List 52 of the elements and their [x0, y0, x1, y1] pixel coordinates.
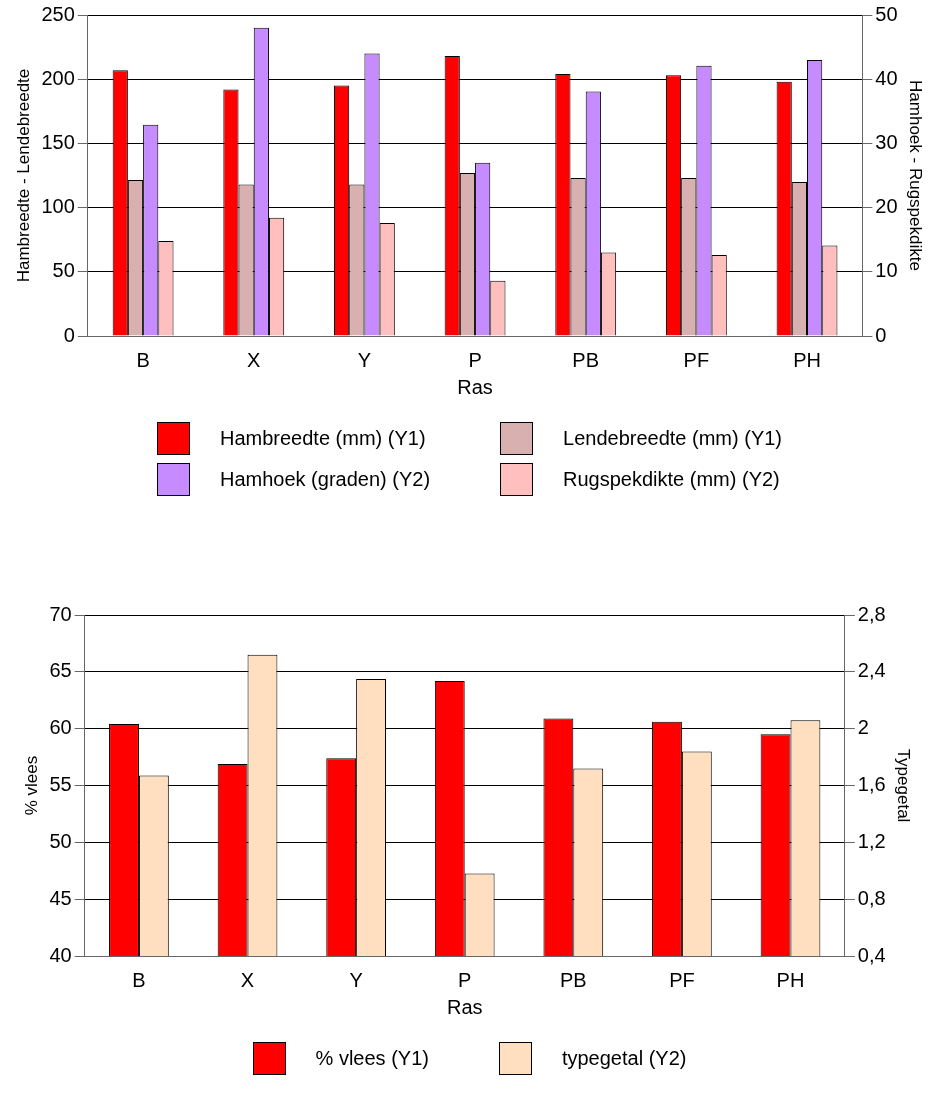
x-tick-label: B — [132, 968, 146, 991]
x-tick-label: Y — [357, 348, 372, 371]
y-tick-label: 60 — [49, 716, 72, 739]
x-tick-label: PF — [683, 348, 710, 371]
y2-axis-title: Typegetal — [894, 748, 914, 823]
x-tick-label: B — [136, 348, 150, 371]
y-tick-label: 150 — [41, 130, 75, 153]
x-tick-label: X — [247, 348, 261, 371]
y-tick-label: 50 — [49, 829, 72, 852]
x-tick-label: P — [468, 348, 482, 371]
y2-tick-label: 0,8 — [857, 886, 886, 909]
y-tick-label: 40 — [49, 943, 72, 966]
y2-tick-label: 50 — [875, 2, 898, 25]
legend-label: Rugspekdikte (mm) (Y2) — [563, 468, 780, 491]
y-axis-title: Hambreedte - Lendebreedte — [13, 68, 33, 283]
y2-tick-label: 0,4 — [857, 943, 886, 966]
x-tick-label: PB — [572, 348, 600, 371]
y-tick-label: 55 — [49, 773, 72, 796]
y-tick-label: 100 — [41, 195, 75, 218]
y2-tick-label: 2,4 — [857, 659, 886, 682]
y-tick-label: 65 — [49, 659, 72, 682]
y-tick-label: 45 — [49, 886, 72, 909]
y2-tick-label: 1,6 — [857, 773, 886, 796]
y-tick-label: 50 — [52, 259, 75, 282]
x-tick-label: Y — [349, 968, 363, 991]
x-tick-label: PB — [559, 968, 587, 991]
x-tick-label: X — [240, 968, 255, 991]
y-tick-label: 0 — [63, 323, 75, 346]
y-tick-label: 70 — [49, 602, 72, 625]
x-axis-title: Ras — [446, 995, 483, 1018]
legend-label: Hamhoek (graden) (Y2) — [219, 468, 431, 491]
y2-tick-label: 0 — [875, 323, 887, 346]
y-tick-label: 200 — [41, 66, 75, 89]
y-axis-title: % vlees — [21, 755, 41, 816]
y2-tick-label: 10 — [875, 259, 898, 282]
legend-label: % vlees (Y1) — [315, 1047, 429, 1070]
y2-tick-label: 2 — [857, 716, 869, 739]
y2-tick-label: 2,8 — [857, 602, 886, 625]
y2-axis-title: Hamhoek - Rugspekdikte — [906, 80, 926, 271]
legend-label: Hambreedte (mm) (Y1) — [219, 427, 426, 450]
y2-tick-label: 20 — [875, 195, 898, 218]
x-axis-title: Ras — [457, 375, 493, 398]
y2-tick-label: 30 — [875, 130, 898, 153]
x-tick-label: P — [458, 968, 472, 991]
x-tick-label: PH — [793, 348, 821, 371]
y2-tick-label: 1,2 — [857, 829, 886, 852]
x-tick-label: PF — [669, 968, 695, 991]
legend-label: Lendebreedte (mm) (Y1) — [563, 427, 783, 450]
x-tick-label: PH — [776, 968, 805, 991]
legend-label: typegetal (Y2) — [561, 1047, 687, 1070]
y-tick-label: 250 — [41, 2, 75, 25]
y2-tick-label: 40 — [875, 66, 898, 89]
